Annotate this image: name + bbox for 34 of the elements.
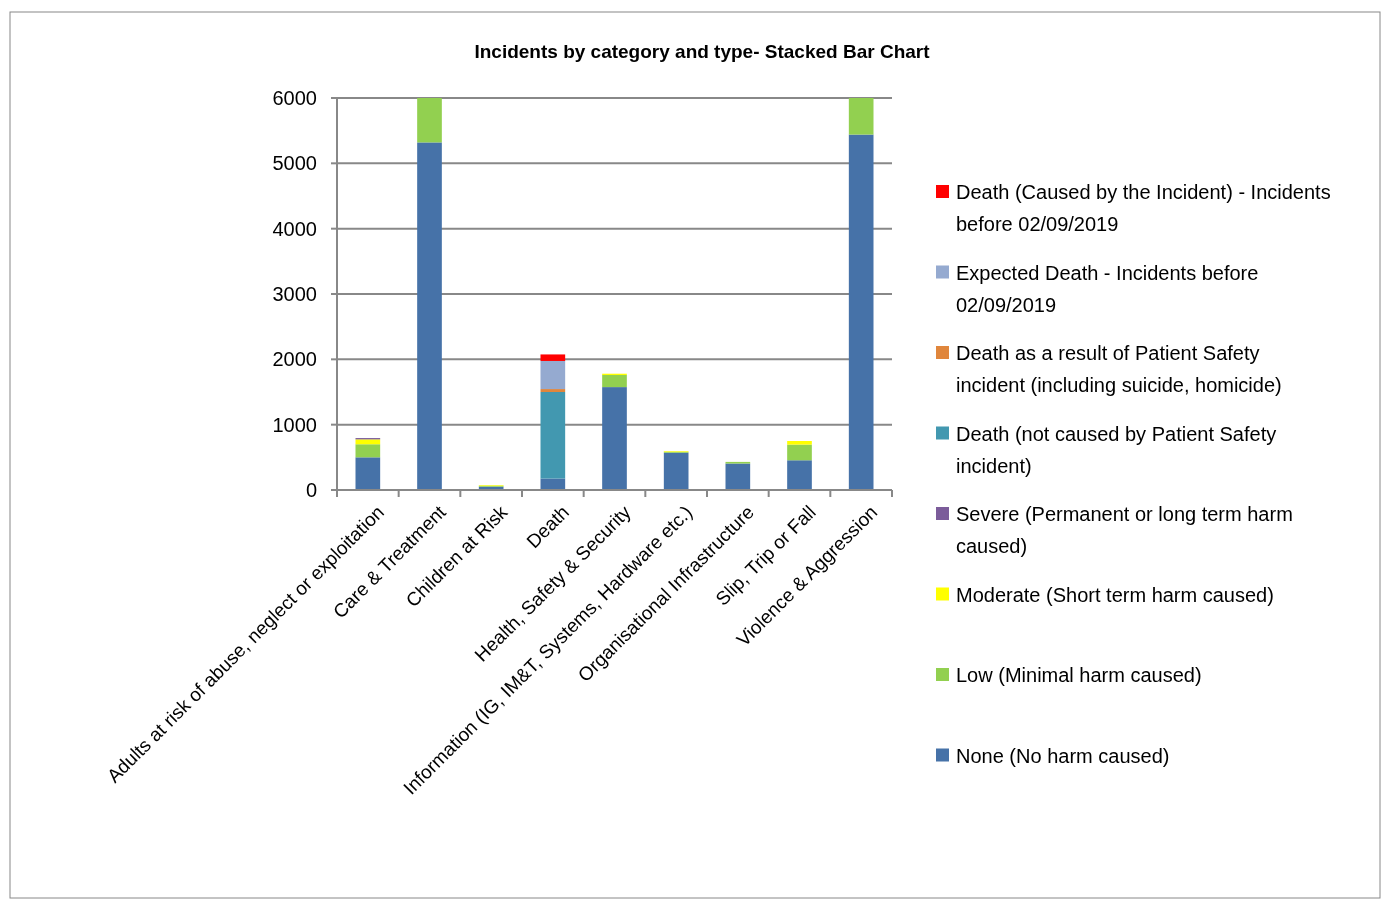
bar [787, 441, 812, 445]
y-tick-label: 5000 [272, 152, 317, 175]
bar [787, 460, 812, 490]
y-tick-label: 6000 [272, 87, 317, 109]
legend-label: Moderate (Short term harm caused) [956, 583, 1274, 606]
y-tick-label: 1000 [272, 413, 317, 436]
legend-label: Severe (Permanent or long term harm caused) [956, 503, 1293, 557]
legend-label: Death (not caused by Patient Safety incident) [956, 422, 1277, 477]
bar [540, 389, 566, 392]
bar [663, 452, 689, 490]
chart-title: Incidents by category and type- Stacked Bar Chart [474, 41, 931, 62]
legend-label: Expected Death - Incidents before 02/09/2019 [956, 261, 1259, 316]
bar [848, 134, 874, 490]
bar [602, 375, 627, 388]
bar [725, 463, 751, 490]
bar [540, 354, 566, 361]
bar [417, 142, 442, 490]
bar [355, 444, 381, 458]
legend-label: Death as a result of Patient Safety incident (including suicide, homicide) [956, 342, 1282, 396]
bar [417, 98, 442, 143]
bar [355, 439, 381, 445]
y-tick-label: 0 [305, 479, 317, 501]
bar [848, 98, 874, 135]
legend-label: Death (Caused by the Incident) - Incidents before 02/09/2019 [956, 181, 1331, 235]
y-tick-label: 4000 [272, 217, 317, 240]
y-tick-label: 3000 [272, 283, 317, 305]
bar [355, 457, 381, 490]
bar [540, 360, 566, 390]
legend-label: Low (Minimal harm caused) [956, 664, 1202, 686]
legend-label: None (No harm caused) [956, 744, 1170, 767]
bar [602, 387, 627, 490]
bar [787, 444, 812, 461]
bar [540, 392, 566, 479]
y-tick-label: 2000 [272, 348, 317, 371]
